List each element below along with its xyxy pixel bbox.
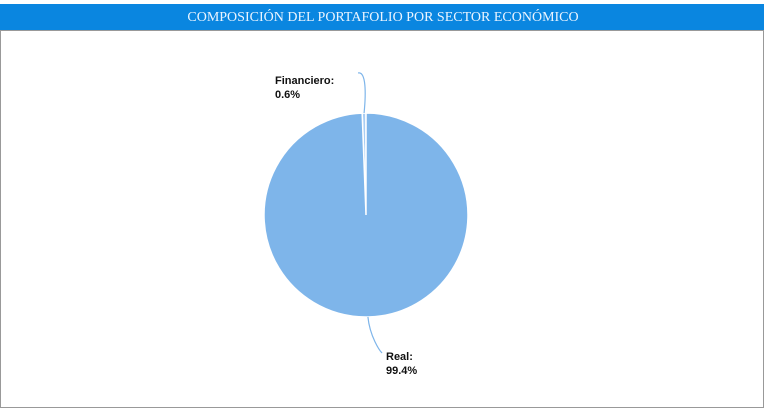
value-label: 0.6% <box>275 89 300 101</box>
leader-line <box>357 72 366 114</box>
leader-line <box>367 316 383 354</box>
pie-slice <box>263 112 469 318</box>
title-bar <box>0 4 764 30</box>
category-label: Real: <box>386 351 413 363</box>
value-label: 99.4% <box>386 365 417 377</box>
chart-title: COMPOSICIÓN DEL PORTAFOLIO POR SECTOR EC… <box>187 8 578 25</box>
category-label: Financiero: <box>275 75 334 87</box>
